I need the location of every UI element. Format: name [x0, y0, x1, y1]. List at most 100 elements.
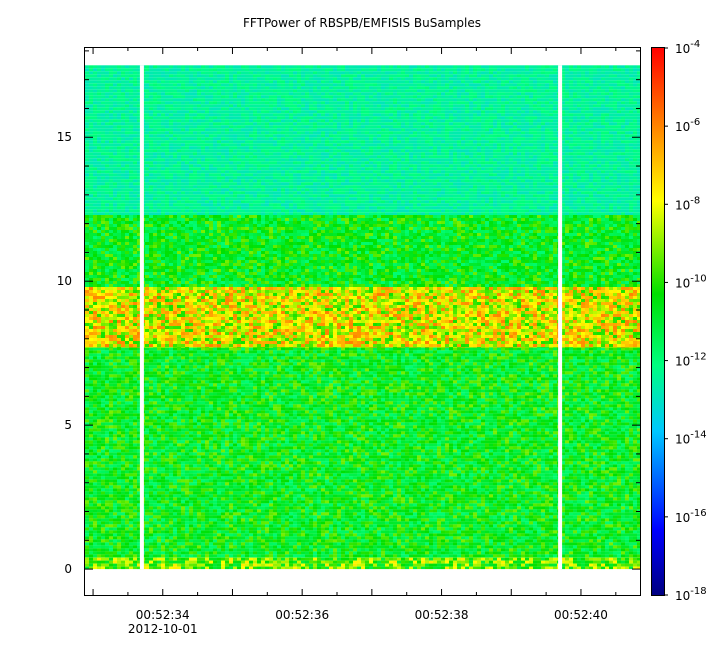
spectrogram-cell	[413, 437, 417, 440]
spectrogram-cell	[97, 440, 101, 443]
spectrogram-cell	[469, 422, 473, 425]
spectrogram-cell	[237, 401, 241, 404]
spectrogram-cell	[453, 398, 457, 401]
spectrogram-cell	[261, 362, 265, 365]
spectrogram-cell	[233, 395, 237, 398]
spectrogram-cell	[565, 356, 569, 359]
spectrogram-cell	[501, 368, 505, 371]
spectrogram-cell	[297, 561, 301, 564]
spectrogram-cell	[601, 380, 605, 383]
spectrogram-cell	[377, 419, 381, 422]
spectrogram-cell	[181, 389, 185, 392]
spectrogram-cell	[209, 437, 213, 440]
spectrogram-cell	[373, 377, 377, 380]
spectrogram-cell	[325, 398, 329, 401]
spectrogram-cell	[449, 416, 453, 419]
spectrogram-cell	[325, 371, 329, 374]
spectrogram-cell	[433, 410, 437, 413]
spectrogram-cell	[213, 428, 217, 431]
spectrogram-cell	[401, 422, 405, 425]
spectrogram-cell	[409, 386, 413, 389]
spectrogram-cell	[225, 419, 229, 422]
spectrogram-cell	[225, 383, 229, 386]
spectrogram-cell	[109, 389, 113, 392]
spectrogram-cell	[617, 389, 621, 392]
spectrogram-cell	[333, 437, 337, 440]
spectrogram-cell	[145, 395, 149, 398]
spectrogram-cell	[301, 413, 305, 416]
spectrogram-cell	[321, 404, 325, 407]
spectrogram-cell	[609, 564, 613, 567]
spectrogram-cell	[313, 407, 317, 410]
spectrogram-cell	[537, 410, 541, 413]
spectrogram-cell	[269, 404, 273, 407]
spectrogram-cell	[377, 407, 381, 410]
spectrogram-cell	[429, 558, 433, 561]
spectrogram-cell	[205, 389, 209, 392]
spectrogram-cell	[85, 434, 89, 437]
spectrogram-cell	[209, 425, 213, 428]
spectrogram-cell	[481, 407, 485, 410]
spectrogram-cell	[369, 395, 373, 398]
spectrogram-cell	[333, 558, 337, 561]
spectrogram-cell	[261, 383, 265, 386]
spectrogram-cell	[217, 419, 221, 422]
spectrogram-cell	[201, 383, 205, 386]
spectrogram-cell	[629, 350, 633, 353]
spectrogram-cell	[541, 398, 545, 401]
spectrogram-cell	[593, 350, 597, 353]
spectrogram-cell	[493, 425, 497, 428]
spectrogram-cell	[325, 567, 329, 570]
spectrogram-cell	[149, 356, 153, 359]
spectrogram-cell	[145, 431, 149, 434]
spectrogram-cell	[277, 428, 281, 431]
spectrogram-cell	[221, 410, 225, 413]
spectrogram-cell	[237, 359, 241, 362]
spectrogram-cell	[89, 401, 93, 404]
spectrogram-cell	[133, 377, 137, 380]
spectrogram-cell	[333, 398, 337, 401]
spectrogram-cell	[393, 440, 397, 443]
spectrogram-cell	[541, 425, 545, 428]
spectrogram-cell	[321, 398, 325, 401]
spectrogram-cell	[189, 561, 193, 564]
spectrogram-cell	[393, 404, 397, 407]
spectrogram-cell	[533, 377, 537, 380]
spectrogram-cell	[637, 356, 640, 359]
spectrogram-cell	[541, 558, 545, 561]
spectrogram-cell	[133, 567, 137, 570]
spectrogram-cell	[509, 416, 513, 419]
spectrogram-cell	[553, 392, 557, 395]
spectrogram-cell	[105, 440, 109, 443]
spectrogram-cell	[165, 410, 169, 413]
spectrogram-cell	[461, 383, 465, 386]
spectrogram-cell	[585, 401, 589, 404]
spectrogram-cell	[409, 383, 413, 386]
spectrogram-cell	[609, 347, 613, 350]
spectrogram-cell	[389, 395, 393, 398]
spectrogram-cell	[169, 365, 173, 368]
spectrogram-cell	[481, 434, 485, 437]
spectrogram-cell	[117, 416, 121, 419]
spectrogram-cell	[441, 558, 445, 561]
spectrogram-cell	[385, 561, 389, 564]
spectrogram-cell	[157, 428, 161, 431]
spectrogram-cell	[245, 371, 249, 374]
spectrogram-cell	[193, 428, 197, 431]
spectrogram-cell	[401, 353, 405, 356]
spectrogram-cell	[457, 419, 461, 422]
spectrogram-cell	[385, 410, 389, 413]
spectrogram-cell	[285, 368, 289, 371]
spectrogram-cell	[453, 380, 457, 383]
spectrogram-cell	[405, 401, 409, 404]
spectrogram-cell	[449, 428, 453, 431]
spectrogram-cell	[329, 347, 333, 350]
spectrogram-cell	[257, 437, 261, 440]
spectrogram-cell	[485, 353, 489, 356]
spectrogram-cell	[365, 383, 369, 386]
spectrogram-cell	[185, 380, 189, 383]
spectrogram-cell	[385, 386, 389, 389]
spectrogram-cell	[97, 425, 101, 428]
spectrogram-cell	[525, 371, 529, 374]
spectrogram-cell	[601, 389, 605, 392]
